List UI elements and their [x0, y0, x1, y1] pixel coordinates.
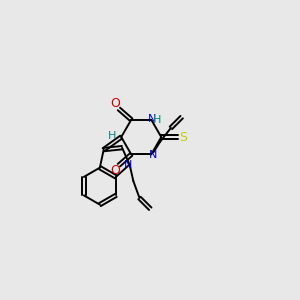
Text: O: O [110, 164, 120, 177]
Text: H: H [108, 130, 116, 140]
Text: H: H [153, 116, 162, 125]
Text: N: N [124, 160, 132, 170]
Text: S: S [180, 130, 188, 144]
Text: O: O [110, 97, 120, 110]
Text: N: N [148, 150, 157, 160]
Text: N: N [148, 114, 156, 124]
